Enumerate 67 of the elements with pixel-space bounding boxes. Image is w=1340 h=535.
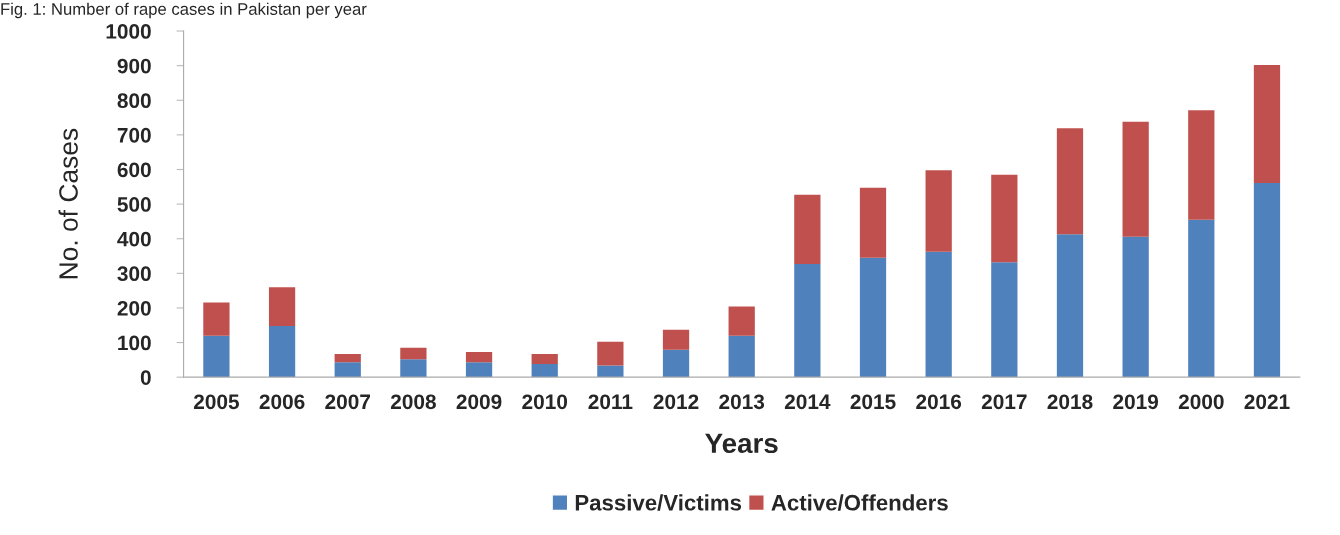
x-tick-label: 2006 — [259, 394, 305, 410]
x-tick-label: 2000 — [1178, 394, 1224, 410]
bar — [1188, 110, 1215, 220]
bar — [268, 325, 296, 378]
bar — [662, 329, 690, 350]
legend-label: Passive/Victims — [575, 494, 742, 511]
bar — [465, 351, 493, 363]
x-tick-label: 2014 — [784, 394, 831, 410]
bar — [728, 335, 755, 378]
bar — [597, 341, 624, 366]
x-tick-label: 2008 — [390, 394, 436, 410]
bar — [268, 287, 296, 326]
bar — [1056, 234, 1084, 378]
bar — [794, 194, 821, 264]
bar — [400, 347, 427, 360]
bar — [334, 362, 361, 378]
y-tick-label: 200 — [117, 300, 151, 316]
legend-label: Active/Offenders — [771, 494, 948, 511]
bar — [1056, 128, 1084, 235]
x-tick-label: 2019 — [1113, 394, 1159, 410]
x-axis-title: Years — [705, 433, 778, 454]
y-tick-label: 800 — [117, 93, 151, 109]
x-tick-label: 2010 — [522, 394, 568, 410]
bar — [1188, 219, 1215, 378]
x-tick-label: 2016 — [916, 394, 962, 410]
bar — [531, 353, 558, 365]
bar — [465, 362, 493, 378]
y-tick-label: 700 — [117, 127, 151, 143]
y-tick-label: 600 — [117, 162, 151, 178]
bar — [334, 353, 361, 363]
y-tick-label: 500 — [117, 197, 151, 212]
x-tick-label: 2005 — [193, 394, 239, 410]
x-tick-label: 2011 — [588, 394, 633, 410]
bar — [1253, 182, 1281, 378]
y-tick-label: 100 — [118, 335, 151, 351]
y-tick-label: 400 — [117, 231, 151, 247]
chart-title: Fig. 1: Number of rape cases in Pakistan per year — [1, 2, 367, 19]
bar — [203, 302, 230, 336]
x-tick-label: 2007 — [325, 394, 370, 410]
bar — [728, 306, 755, 336]
y-tick-label: 1000 — [106, 24, 151, 39]
x-tick-label: 2015 — [850, 394, 896, 410]
x-tick-label: 2017 — [981, 394, 1027, 410]
bar — [597, 365, 624, 378]
bar — [991, 174, 1018, 263]
bar — [859, 187, 887, 258]
x-tick-label: 2021 — [1244, 394, 1290, 410]
x-tick-label: 2009 — [456, 394, 502, 410]
bar — [859, 257, 887, 378]
x-tick-label: 2012 — [653, 394, 699, 410]
bar — [925, 170, 952, 252]
bar — [925, 251, 952, 378]
bar — [531, 364, 558, 378]
y-tick-label: 0 — [140, 370, 151, 385]
bar — [203, 335, 230, 378]
bar — [1122, 121, 1149, 237]
bar — [991, 262, 1018, 378]
x-tick-label: 2018 — [1047, 394, 1093, 410]
bar — [400, 359, 427, 378]
x-tick-label: 2013 — [719, 394, 765, 410]
bar — [1253, 64, 1281, 183]
bar — [1122, 236, 1149, 378]
y-tick-label: 900 — [117, 58, 151, 74]
y-axis-title: No. of Cases — [58, 128, 78, 279]
bar — [794, 263, 821, 378]
bar — [662, 349, 690, 378]
y-tick-label: 300 — [117, 266, 151, 282]
